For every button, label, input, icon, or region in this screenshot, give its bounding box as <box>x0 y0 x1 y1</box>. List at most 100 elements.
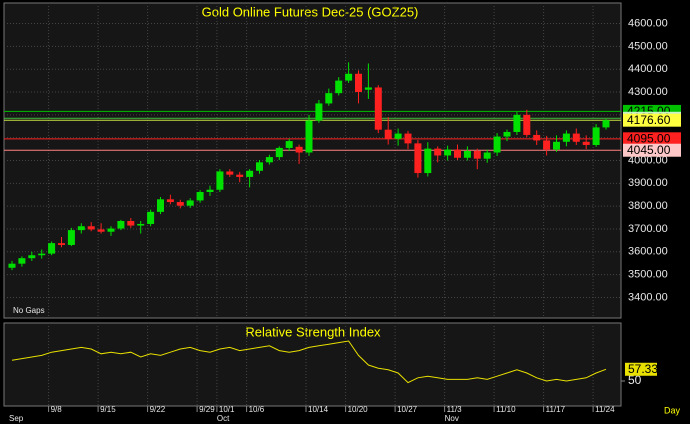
candle-body <box>137 223 145 226</box>
candle-body <box>463 150 471 158</box>
candle-body <box>166 199 174 203</box>
candle-body <box>513 114 521 132</box>
x-tick-label: 11/3 <box>447 405 463 414</box>
level-label: 4045.00 <box>627 143 671 157</box>
last-value-box <box>625 362 657 376</box>
x-tick-label: 11/24 <box>595 405 615 414</box>
x-tick-label: 9/15 <box>100 405 116 414</box>
candle-body <box>543 140 551 150</box>
level-label-box <box>623 143 681 157</box>
x-tick-label: 9/8 <box>51 405 63 414</box>
candle-body <box>236 174 244 177</box>
candle-body <box>562 133 570 142</box>
x-tick-label: 10/14 <box>308 405 329 414</box>
level-label-box <box>623 113 681 127</box>
candle-body <box>58 243 65 245</box>
y-tick-label: 50 <box>628 373 642 387</box>
candle-body <box>404 133 412 144</box>
y-tick-label: 4600.00 <box>628 17 668 29</box>
y-tick-label: 4500.00 <box>628 40 668 52</box>
candle-body <box>335 80 343 94</box>
candle-body <box>127 220 135 226</box>
candle-body <box>503 131 511 137</box>
month-label: Nov <box>445 414 459 423</box>
candle-body <box>394 133 402 139</box>
candle-body <box>345 73 353 81</box>
candle-body <box>147 211 155 224</box>
candle-body <box>305 120 313 153</box>
level-label: 4095.00 <box>627 131 671 145</box>
candle-body <box>285 141 293 148</box>
month-label: Oct <box>217 414 230 423</box>
x-tick-label: 10/20 <box>348 405 369 414</box>
last-value-label: 57.33 <box>628 362 658 376</box>
y-tick-label: 4000.00 <box>628 154 668 166</box>
candle-body <box>384 129 392 139</box>
price-panel <box>3 2 622 319</box>
y-tick-label: 3700.00 <box>628 223 668 235</box>
candle-body <box>483 152 491 159</box>
y-tick-label: 4300.00 <box>628 86 668 98</box>
candle-body <box>493 136 501 153</box>
x-tick-label: 10/6 <box>249 405 265 414</box>
candle-body <box>117 220 125 229</box>
candle-body <box>226 171 234 175</box>
candle-body <box>454 149 461 158</box>
candle-body <box>157 199 164 212</box>
x-tick-label: 9/22 <box>150 405 166 414</box>
candle-body <box>18 258 26 264</box>
y-tick-label: 3400.00 <box>628 291 668 303</box>
candle-body <box>572 133 580 142</box>
candle-body <box>374 87 382 130</box>
rsi-panel <box>3 322 622 407</box>
x-tick-label: 11/17 <box>546 405 566 414</box>
level-label: 4176.60 <box>627 113 671 127</box>
candle-body <box>295 146 303 153</box>
x-tick-label: 10/1 <box>219 405 235 414</box>
candle-body <box>355 73 362 93</box>
candle-body <box>176 202 184 206</box>
chart-title: Gold Online Futures Dec-25 (GOZ25) <box>202 4 419 19</box>
candle-body <box>533 134 541 141</box>
x-tick-label: 9/29 <box>199 405 215 414</box>
x-tick-label: 11/10 <box>496 405 516 414</box>
candle-body <box>107 228 115 232</box>
candle-body <box>424 148 432 174</box>
month-label: Sep <box>9 414 24 423</box>
candle-body <box>315 103 323 121</box>
candle-body <box>206 189 214 192</box>
annotation: No Gaps <box>13 306 45 315</box>
candle-body <box>434 148 442 156</box>
candle-body <box>87 226 95 230</box>
candle-body <box>582 141 590 145</box>
rsi-title: Relative Strength Index <box>245 324 381 339</box>
candle-body <box>67 230 75 245</box>
candle-body <box>414 143 422 174</box>
candle-body <box>48 243 56 254</box>
candle-body <box>265 157 273 163</box>
y-tick-label: 4400.00 <box>628 63 668 75</box>
candle-body <box>553 141 560 150</box>
candle-body <box>8 263 16 268</box>
candle-body <box>364 87 372 90</box>
candle-body <box>602 120 610 128</box>
candle-body <box>325 93 333 104</box>
candle-body <box>186 200 194 206</box>
candle-body <box>256 162 263 171</box>
candle-body <box>444 149 452 156</box>
candle-body <box>473 150 481 159</box>
x-tick-label: 10/27 <box>397 405 418 414</box>
candle-body <box>523 114 531 135</box>
candle-body <box>275 147 283 158</box>
candle-body <box>216 171 224 190</box>
candle-body <box>97 229 105 232</box>
candle-body <box>246 170 254 177</box>
candle-body <box>77 226 85 231</box>
candle-body <box>28 255 36 259</box>
candle-body <box>38 253 46 256</box>
level-label-box <box>623 132 681 146</box>
x-axis-label: Day <box>664 405 681 415</box>
candle-body <box>196 192 204 201</box>
y-tick-label: 3800.00 <box>628 200 668 212</box>
